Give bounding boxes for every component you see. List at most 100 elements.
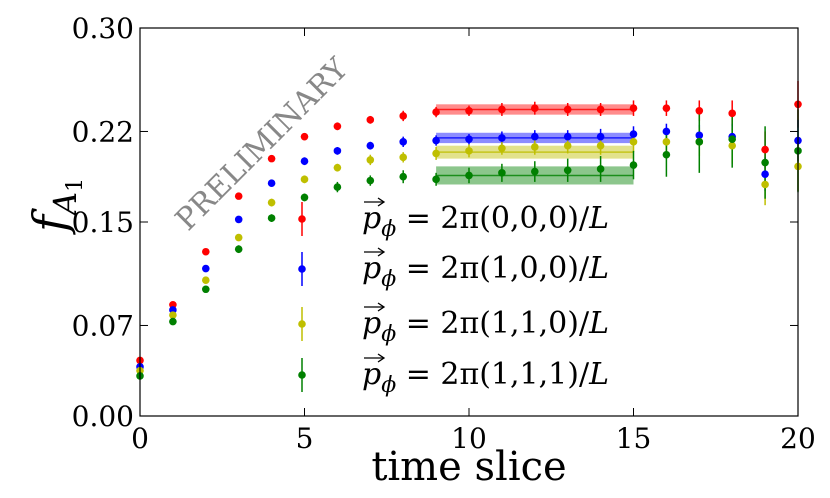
data-point	[432, 175, 440, 184]
data-point	[234, 192, 243, 200]
data-point	[662, 104, 671, 112]
data-point	[300, 193, 309, 202]
data-point	[267, 198, 276, 207]
data-point	[366, 116, 375, 124]
data-point	[169, 317, 177, 326]
data-point	[267, 154, 276, 163]
data-point	[465, 147, 473, 155]
data-point	[662, 150, 671, 159]
data-point	[267, 179, 276, 187]
data-point	[596, 141, 605, 150]
axis-ticks: 0 5 10 15 20 0.00 0.07 0.15 0.22 0.30	[72, 12, 816, 455]
x-tick-label: 5	[296, 422, 314, 455]
data-point	[399, 138, 408, 146]
vector-arrow-head	[377, 353, 386, 363]
data-points	[136, 100, 802, 380]
data-point	[202, 247, 210, 256]
legend-marker	[298, 320, 306, 328]
data-point	[202, 264, 210, 273]
data-point	[399, 172, 408, 181]
y-tick-label: 0.30	[72, 12, 134, 45]
data-point	[662, 127, 671, 136]
legend-marker	[298, 371, 306, 379]
data-point	[300, 157, 309, 166]
y-tick-label: 0.15	[72, 206, 134, 239]
x-tick-label: 20	[780, 422, 816, 455]
data-point	[202, 285, 210, 294]
legend: pϕ = 2π(0,0,0)/L pϕ = 2π(1,0,0)/L pϕ = 2π(…	[298, 197, 609, 398]
data-point	[629, 104, 638, 112]
data-point	[761, 145, 769, 154]
x-tick-label: 10	[451, 422, 487, 455]
preliminary-watermark: PRELIMINARY	[169, 51, 356, 238]
data-point	[563, 132, 572, 141]
data-point	[399, 153, 408, 162]
data-point	[695, 131, 704, 140]
y-axis-title-subsub: 1	[63, 178, 88, 192]
data-point	[333, 163, 342, 172]
vector-arrow-head	[377, 247, 386, 257]
data-point	[531, 132, 539, 141]
data-point	[366, 141, 375, 150]
x-tick-label: 15	[616, 422, 652, 455]
data-point	[728, 141, 736, 150]
data-point	[234, 215, 243, 224]
x-tick-label: 0	[131, 422, 149, 455]
y-tick-label: 0.22	[72, 115, 134, 148]
data-point	[169, 311, 177, 319]
vector-arrow-head	[377, 302, 386, 312]
data-point	[728, 135, 736, 144]
data-point	[531, 143, 539, 151]
data-point	[300, 132, 309, 141]
data-point	[366, 156, 375, 164]
data-point	[333, 147, 342, 155]
data-point	[761, 158, 769, 167]
data-point	[596, 105, 605, 114]
data-point	[563, 166, 572, 175]
data-point	[432, 108, 440, 116]
legend-label: pϕ = 2π(1,1,1)/L	[362, 357, 609, 398]
data-point	[629, 138, 638, 146]
y-axis-title-sub: A	[46, 192, 84, 218]
data-point	[333, 183, 342, 191]
data-point	[498, 144, 506, 153]
vector-arrow-head	[377, 197, 386, 207]
data-point	[662, 138, 671, 146]
data-point	[728, 109, 736, 118]
data-point	[695, 106, 704, 115]
y-tick-label: 0.07	[72, 309, 134, 342]
data-point	[761, 170, 769, 178]
data-point	[531, 167, 539, 176]
data-point	[465, 106, 473, 115]
data-point	[629, 161, 638, 169]
data-point	[267, 214, 276, 222]
legend-marker	[298, 265, 306, 273]
data-point	[399, 112, 408, 120]
data-point	[761, 180, 769, 189]
data-point	[300, 175, 309, 184]
data-point	[234, 233, 243, 242]
data-point	[498, 169, 506, 177]
data-point	[234, 245, 243, 253]
data-point	[498, 134, 506, 142]
data-point	[629, 130, 638, 138]
data-point	[432, 149, 440, 158]
data-point	[498, 105, 506, 114]
legend-marker	[298, 215, 306, 223]
data-point	[465, 135, 473, 144]
x-axis-title: time slice	[371, 444, 566, 490]
data-point	[563, 105, 572, 114]
legend-label: pϕ = 2π(1,1,0)/L	[362, 306, 609, 347]
data-point	[432, 136, 440, 145]
data-point	[563, 141, 572, 150]
data-point	[596, 132, 605, 141]
y-tick-label: 0.00	[72, 400, 134, 433]
legend-label: pϕ = 2π(1,0,0)/L	[362, 251, 609, 292]
data-point	[465, 171, 473, 180]
data-point	[202, 276, 210, 285]
data-point	[695, 138, 704, 146]
data-point	[531, 104, 539, 112]
legend-label: pϕ = 2π(0,0,0)/L	[362, 201, 609, 242]
data-point	[333, 122, 342, 131]
